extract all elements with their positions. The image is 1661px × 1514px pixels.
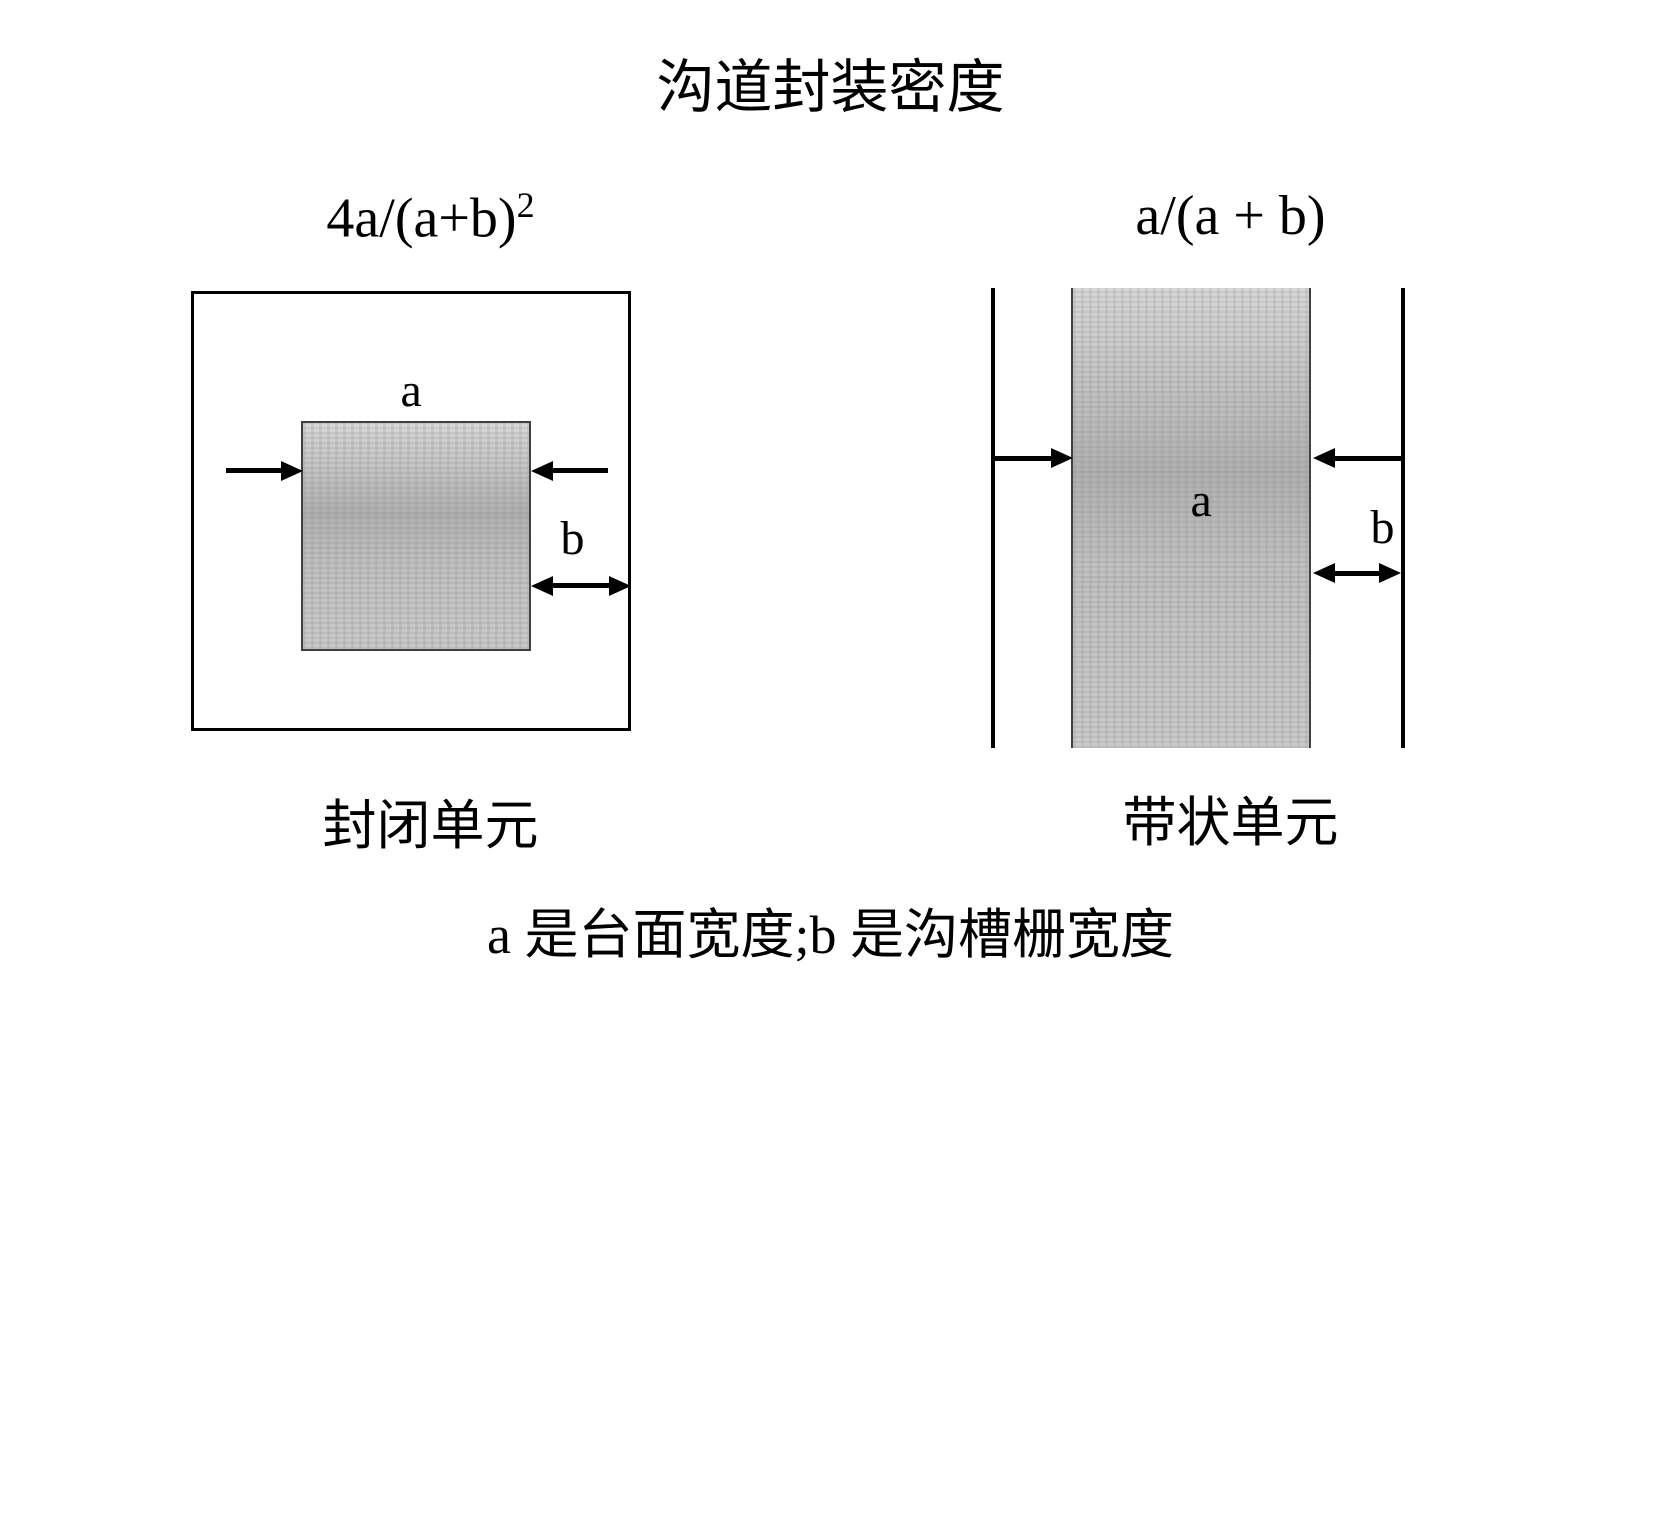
closed-arrow-a-right [531,461,608,481]
mesa-fill [303,423,529,649]
closed-cell-formula: 4a/(a+b)2 [326,184,534,251]
arrow-shaft [1335,571,1379,576]
stripe-cell-diagram: a b [981,278,1481,758]
stripe-arrow-a-left [991,448,1073,468]
arrow-head-icon [281,461,303,481]
arrow-head-icon [1313,448,1335,468]
closed-cell-caption: 封闭单元 [323,781,539,860]
arrow-head-icon [1051,448,1073,468]
stripe-arrow-b [1313,563,1401,583]
stripe-cell-panel: a/(a + b) a [981,184,1481,857]
stripe-arrow-a-right [1313,448,1403,468]
closed-cell-panel: 4a/(a+b)2 a b [181,184,681,860]
closed-dim-a-label: a [401,363,422,418]
arrow-shaft [553,583,609,588]
arrow-head-icon [531,576,553,596]
panels-row: 4a/(a+b)2 a b [31,184,1631,860]
legend-caption: a 是台面宽度;b 是沟槽栅宽度 [31,890,1631,969]
legend-b: b 是沟槽栅宽度 [809,905,1174,965]
arrow-shaft [991,456,1051,461]
stripe-cell-formula: a/(a + b) [1135,184,1325,248]
arrow-shaft [226,468,281,473]
closed-arrow-a-left [226,461,303,481]
arrow-head-icon [609,576,631,596]
arrow-head-icon [1313,563,1335,583]
closed-arrow-b [531,576,631,596]
arrow-shaft [1335,456,1403,461]
figure-title: 沟道封装密度 [31,40,1631,124]
arrow-shaft [553,468,608,473]
legend-sep: ; [794,905,809,965]
stripe-dim-a-label: a [1191,473,1212,528]
arrow-head-icon [1379,563,1401,583]
closed-inner-rect [301,421,531,651]
arrow-head-icon [531,461,553,481]
figure-container: 沟道封装密度 4a/(a+b)2 a [31,40,1631,969]
stripe-left-boundary [991,288,995,748]
closed-cell-diagram: a b [181,281,681,761]
stripe-right-boundary [1401,288,1405,748]
legend-a: a 是台面宽度 [487,905,794,965]
stripe-cell-caption: 带状单元 [1123,778,1339,857]
stripe-dim-b-label: b [1371,500,1395,555]
closed-dim-b-label: b [561,511,585,566]
